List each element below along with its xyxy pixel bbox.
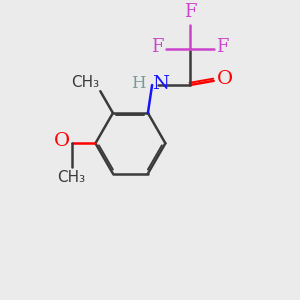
Text: CH₃: CH₃ xyxy=(58,170,86,185)
Text: F: F xyxy=(151,38,163,56)
Text: F: F xyxy=(184,4,196,22)
Text: H: H xyxy=(131,75,146,92)
Text: CH₃: CH₃ xyxy=(71,75,99,90)
Text: N: N xyxy=(152,75,169,93)
Text: O: O xyxy=(54,131,70,149)
Text: O: O xyxy=(217,70,233,88)
Text: F: F xyxy=(217,38,229,56)
